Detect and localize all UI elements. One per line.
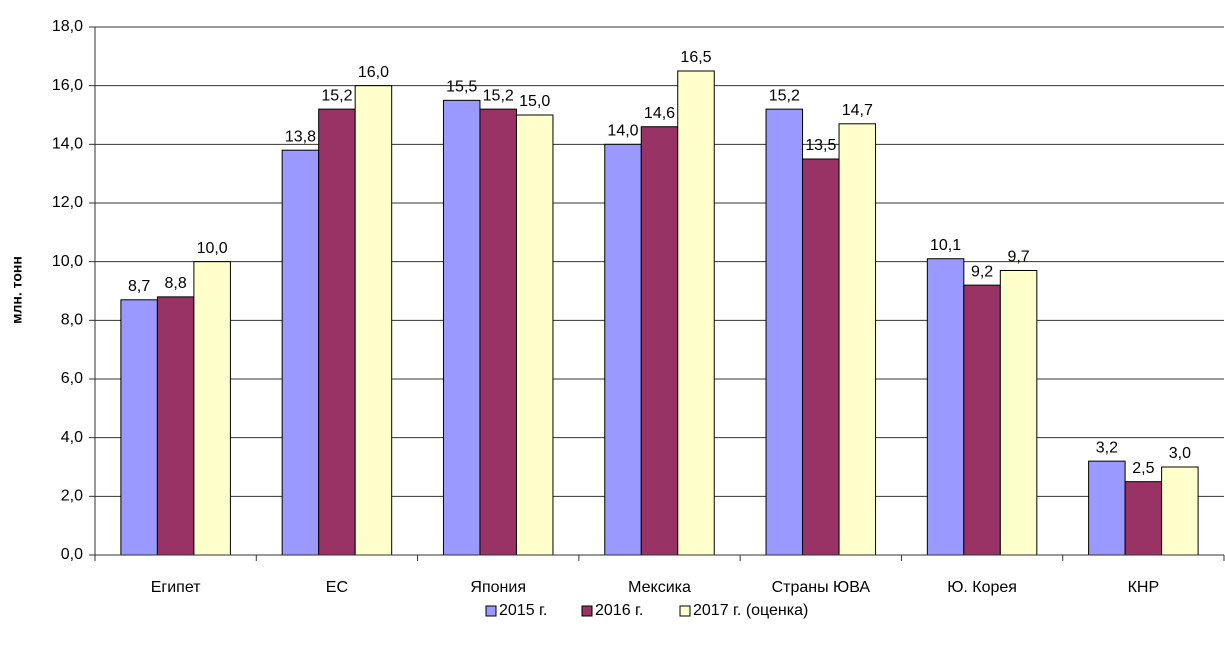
value-label: 2,5	[1132, 460, 1154, 477]
bar	[802, 158, 840, 556]
bar	[999, 269, 1038, 556]
y-tick-label: 18,0	[52, 18, 83, 35]
bar	[640, 126, 679, 556]
value-label: 9,7	[1007, 249, 1029, 266]
y-tick-label: 4,0	[61, 429, 83, 446]
x-tick-label: ЕС	[326, 579, 348, 596]
legend-swatch	[679, 605, 691, 617]
bar	[442, 99, 481, 556]
value-label: 3,0	[1169, 445, 1191, 462]
legend-label: 2016 г.	[595, 602, 643, 619]
value-label: 15,2	[483, 87, 514, 104]
x-tick-label: Япония	[470, 579, 526, 596]
bar	[193, 261, 231, 556]
legend-label: 2017 г. (оценка)	[693, 602, 808, 619]
x-tick-label: КНР	[1128, 579, 1160, 596]
value-label: 13,5	[805, 137, 836, 154]
value-label: 8,8	[165, 275, 187, 292]
bar	[354, 85, 393, 556]
value-label: 8,7	[128, 278, 150, 295]
legend-label: 2015 г.	[499, 602, 547, 619]
bar	[318, 108, 356, 556]
y-tick-label: 8,0	[61, 312, 83, 329]
value-label: 13,8	[285, 128, 316, 145]
y-tick-label: 0,0	[61, 546, 83, 563]
x-tick-label: Страны ЮВА	[772, 579, 871, 596]
bar	[479, 108, 517, 556]
value-label: 16,5	[680, 49, 711, 66]
value-label: 15,2	[321, 87, 352, 104]
x-tick-label: Мексика	[628, 579, 691, 596]
bar	[1124, 481, 1163, 556]
value-label: 14,0	[607, 123, 638, 140]
value-label: 15,2	[769, 87, 800, 104]
bar	[926, 258, 965, 556]
bar	[765, 108, 804, 556]
x-tick-label: Египет	[151, 579, 201, 596]
legend-swatch	[581, 605, 593, 617]
value-label: 3,2	[1096, 439, 1118, 456]
y-tick-label: 14,0	[52, 136, 83, 153]
value-label: 14,6	[644, 105, 675, 122]
y-axis-label: млн. тонн	[9, 256, 25, 324]
bar	[963, 284, 1001, 556]
value-label: 14,7	[842, 102, 873, 119]
value-label: 9,2	[971, 263, 993, 280]
bar	[156, 296, 195, 556]
bar	[281, 149, 320, 556]
bar	[515, 114, 554, 556]
y-tick-label: 10,0	[52, 253, 83, 270]
y-tick-label: 6,0	[61, 370, 83, 387]
value-label: 15,0	[519, 93, 550, 110]
y-tick-label: 2,0	[61, 488, 83, 505]
x-tick-label: Ю. Корея	[947, 579, 1017, 596]
value-label: 10,0	[197, 240, 228, 257]
bar	[677, 70, 715, 556]
bar	[604, 143, 642, 556]
y-tick-label: 12,0	[52, 194, 83, 211]
bar	[120, 299, 158, 556]
y-tick-label: 16,0	[52, 77, 83, 94]
value-label: 15,5	[446, 79, 477, 96]
bar	[1088, 460, 1126, 556]
value-label: 10,1	[930, 237, 961, 254]
bar	[838, 123, 877, 556]
value-label: 16,0	[358, 64, 389, 81]
legend-swatch	[485, 605, 497, 617]
bar	[1161, 466, 1199, 556]
